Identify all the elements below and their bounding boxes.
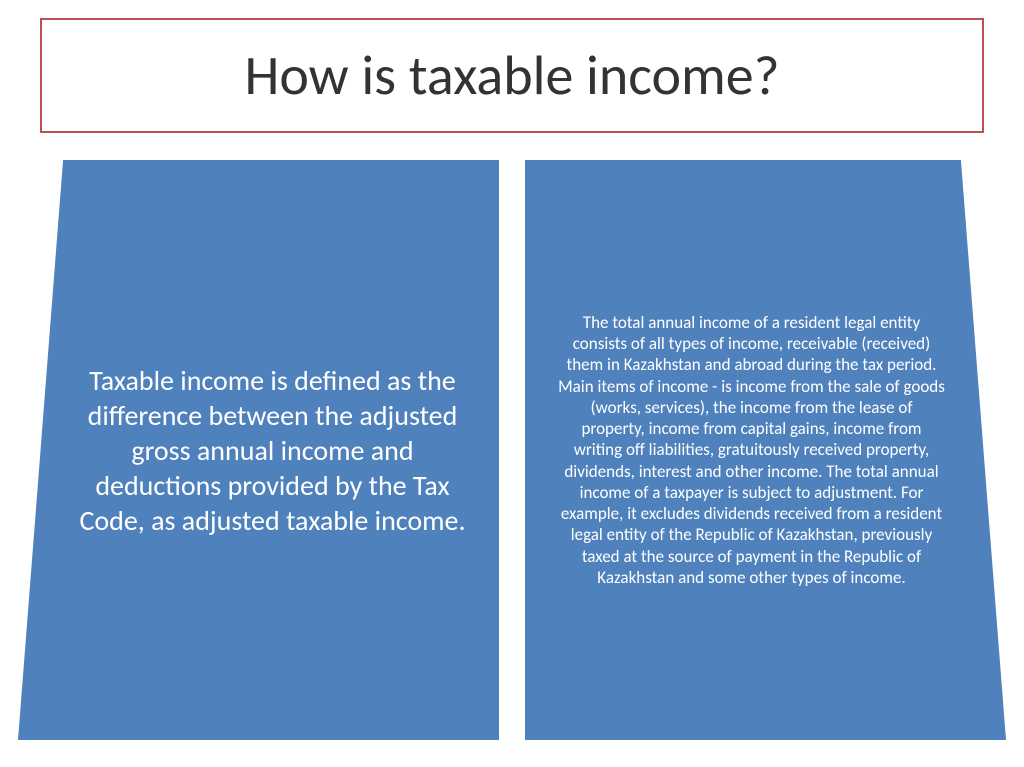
right-panel-body: The total annual income of a resident le… bbox=[525, 160, 1006, 740]
left-panel-text: Taxable income is defined as the differe… bbox=[78, 363, 467, 538]
left-panel: Taxable income is defined as the differe… bbox=[18, 160, 499, 740]
panels-row: Taxable income is defined as the differe… bbox=[18, 160, 1006, 740]
title-container: How is taxable income? bbox=[40, 18, 984, 133]
left-panel-body: Taxable income is defined as the differe… bbox=[18, 160, 499, 740]
right-panel: The total annual income of a resident le… bbox=[525, 160, 1006, 740]
right-panel-text: The total annual income of a resident le… bbox=[557, 312, 946, 588]
page-title: How is taxable income? bbox=[244, 42, 779, 110]
